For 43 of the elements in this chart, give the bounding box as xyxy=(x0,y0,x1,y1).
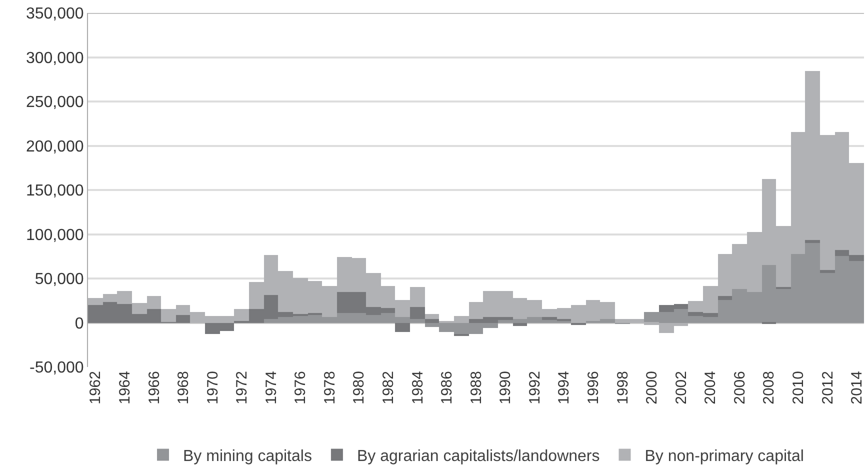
legend-label: By non-primary capital xyxy=(644,448,804,465)
x-tick-label: 1976 xyxy=(292,371,310,404)
x-tick-label: 1980 xyxy=(350,371,368,404)
x-tick-label: 1978 xyxy=(321,371,338,404)
x-tick-label: 1972 xyxy=(234,371,251,404)
x-tick-label: 1994 xyxy=(556,371,573,404)
x-tick-label: 2000 xyxy=(644,371,661,404)
y-tick-label: 100,000 xyxy=(26,226,84,244)
x-tick-label: 1986 xyxy=(438,371,456,404)
y-tick-label: 200,000 xyxy=(26,138,84,156)
x-tick-label: 1970 xyxy=(204,371,222,404)
x-tick-label: 2010 xyxy=(790,371,807,404)
y-tick-label: 50,000 xyxy=(34,271,84,288)
x-tick-label: 2002 xyxy=(672,371,690,404)
x-tick-label: 1968 xyxy=(175,371,192,404)
bar xyxy=(395,323,410,332)
x-tick-label: 1990 xyxy=(497,371,514,404)
y-tick-label: 150,000 xyxy=(26,182,84,200)
legend-label: By mining capitals xyxy=(183,448,312,465)
x-tick-label: 1974 xyxy=(262,371,280,404)
x-tick-label: 2014 xyxy=(848,371,866,404)
x-tick-label: 1984 xyxy=(409,371,426,404)
x-tick-label: 1998 xyxy=(614,371,632,404)
y-tick-label: 350,000 xyxy=(26,6,84,23)
x-tick-label: 1964 xyxy=(116,371,134,404)
y-tick-label: 250,000 xyxy=(26,94,84,112)
bar xyxy=(425,314,439,319)
x-tick-label: 1966 xyxy=(146,371,163,404)
x-tick-label: 1988 xyxy=(468,371,485,404)
y-tick-label: 0 xyxy=(74,315,84,332)
x-tick-label: 1992 xyxy=(526,371,544,404)
bar xyxy=(513,323,527,326)
x-tick-label: 2008 xyxy=(760,371,778,404)
bar xyxy=(410,307,425,319)
x-tick-label: 1996 xyxy=(585,371,602,404)
y-tick-label: 300,000 xyxy=(26,50,84,67)
x-tick-label: 2012 xyxy=(819,371,836,404)
x-tick-label: 2004 xyxy=(702,371,720,404)
x-tick-label: 1982 xyxy=(380,371,398,404)
legend-label: By agrarian capitalists/landowners xyxy=(356,448,600,465)
y-tick-label: -50,000 xyxy=(30,360,84,377)
x-tick-label: 2006 xyxy=(731,371,748,404)
x-tick-label: 1962 xyxy=(87,371,104,404)
